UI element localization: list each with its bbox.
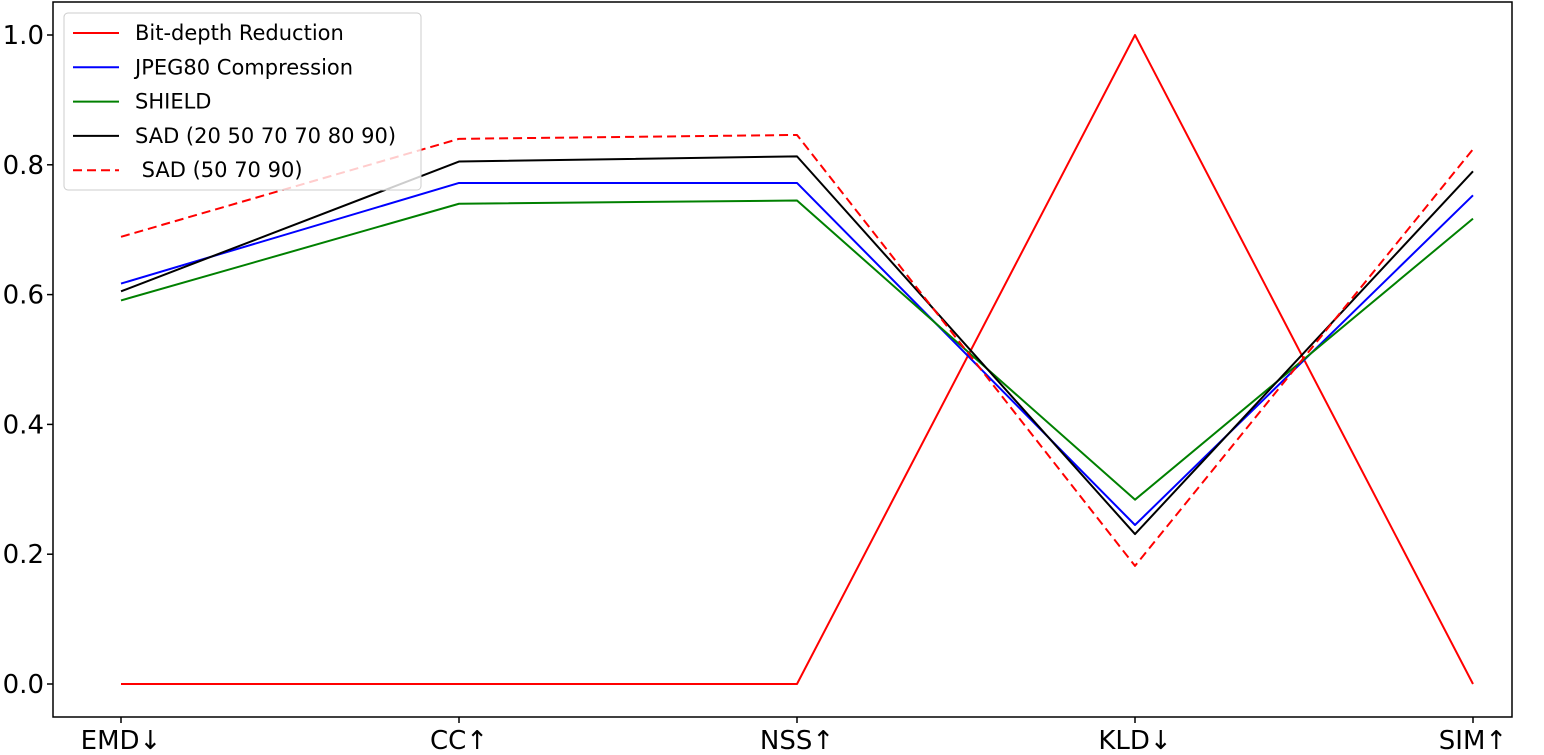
y-tick-label: 0.2	[3, 540, 44, 570]
legend-label-2: SHIELD	[135, 90, 211, 114]
series-line-1	[120, 181, 1474, 526]
y-tick-label: 0.6	[3, 281, 44, 311]
series-line-4	[120, 133, 1474, 567]
y-axis: 0.0 0.2 0.4 0.6 0.8 1.0	[3, 21, 53, 700]
plot-frame	[52, 1, 1513, 718]
x-tick-label: CC↑	[430, 726, 488, 755]
y-tick-label: 0.4	[3, 410, 44, 440]
x-tick-label: KLD↓	[1098, 726, 1171, 755]
series-line-2	[120, 199, 1474, 501]
y-tick-label: 1.0	[3, 21, 44, 51]
legend-label-1: JPEG80 Compression	[133, 55, 353, 79]
y-tick-label: 0.0	[3, 670, 44, 700]
x-tick-label: NSS↑	[760, 726, 834, 755]
y-tick-label: 0.8	[3, 151, 44, 181]
series-layer	[120, 34, 1474, 685]
x-tick-label: EMD↓	[81, 726, 162, 755]
x-tick-label: SIM↑	[1439, 726, 1507, 755]
x-axis: EMD↓ CC↑ NSS↑ KLD↓ SIM↑	[81, 717, 1507, 755]
series-line-3	[120, 155, 1474, 536]
legend-label-0: Bit-depth Reduction	[135, 21, 344, 45]
legend-label-3: SAD (20 50 70 70 80 90)	[135, 124, 396, 148]
legend: Bit-depth Reduction JPEG80 Compression SHI…	[63, 12, 422, 191]
legend-label-4: SAD (50 70 90)	[135, 158, 303, 182]
legend-box	[63, 12, 422, 191]
series-line-0	[121, 34, 1474, 685]
